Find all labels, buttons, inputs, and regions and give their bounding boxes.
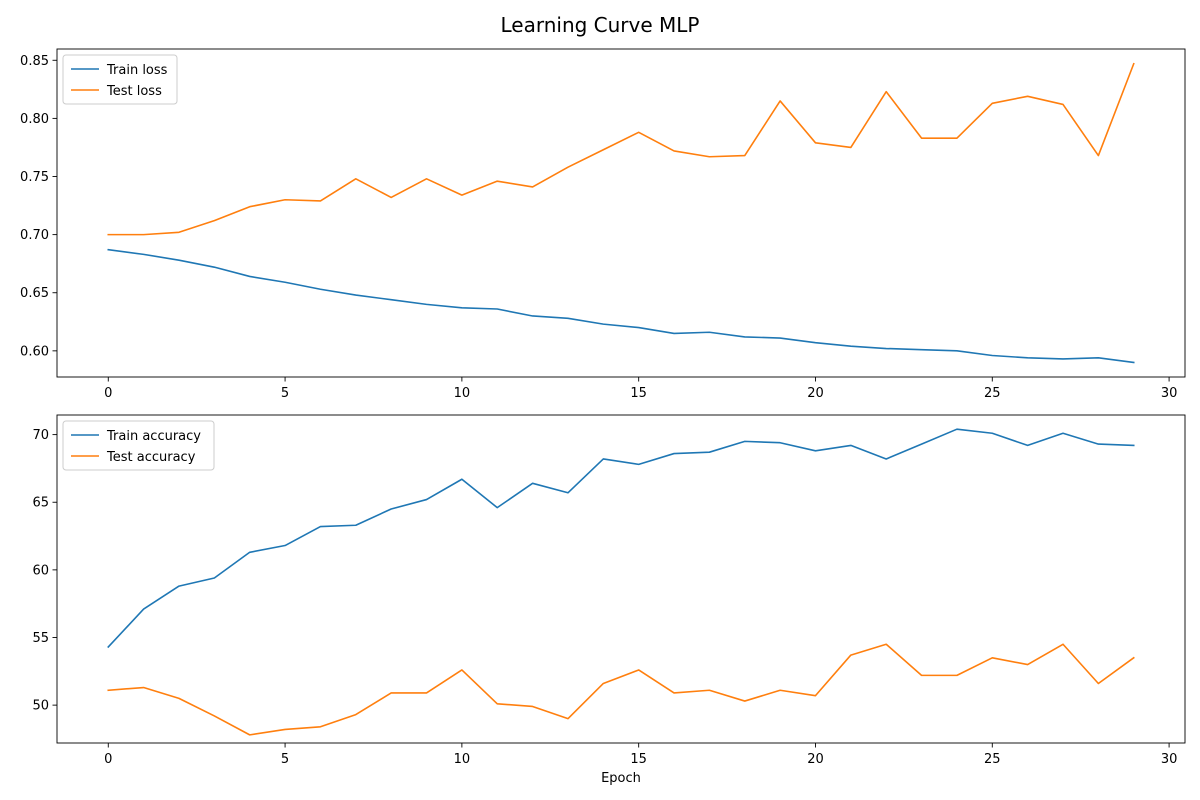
x-tick-label: 5 [281,752,289,767]
axes-frame [56,414,1186,744]
series-line-test-loss [107,62,1135,236]
x-tick-label: 0 [104,386,112,401]
x-tick-label: 25 [984,752,1001,767]
y-tick-label: 0.65 [20,286,49,301]
figure-title: Learning Curve MLP [500,13,699,37]
x-tick-label: 5 [281,386,289,401]
legend-label-test-loss: Test loss [106,84,162,99]
x-tick-label: 10 [454,752,471,767]
y-tick-label: 0.75 [20,170,49,185]
y-tick-label: 0.80 [20,112,49,127]
y-tick-label: 50 [32,699,49,714]
legend-box [62,54,178,105]
y-tick-label: 0.70 [20,228,49,243]
x-tick-label: 0 [104,752,112,767]
y-tick-label: 65 [32,496,49,511]
series-line-train-accuracy [107,428,1135,649]
y-tick-label: 55 [32,631,49,646]
series-line-train-loss [107,248,1135,364]
y-tick-label: 0.85 [20,54,49,69]
y-tick-label: 0.60 [20,344,49,359]
x-tick-label: 15 [630,752,647,767]
axes-frame [56,48,1186,378]
x-tick-label: 30 [1161,752,1178,767]
accuracy-subplot: 0 5 10 15 20 25 30 50 55 60 65 70 Epoch Train accurac… [32,414,1186,786]
x-tick-label: 15 [630,386,647,401]
y-tick-label: 60 [32,563,49,578]
loss-subplot: 0 5 10 15 20 25 30 0.60 0.65 0.70 0.75 0.80 0.85 Trai… [20,48,1186,401]
x-tick-label: 30 [1161,386,1178,401]
x-tick-label: 20 [807,386,824,401]
series-line-test-accuracy [107,643,1135,736]
legend-box [62,420,215,471]
x-tick-label: 25 [984,386,1001,401]
x-tick-label: 10 [454,386,471,401]
legend-label-train-accuracy: Train accuracy [106,429,201,444]
legend-label-train-loss: Train loss [106,63,168,78]
x-axis-label: Epoch [601,771,641,786]
x-tick-label: 20 [807,752,824,767]
y-tick-label: 70 [32,428,49,443]
legend-label-test-accuracy: Test accuracy [106,450,196,465]
